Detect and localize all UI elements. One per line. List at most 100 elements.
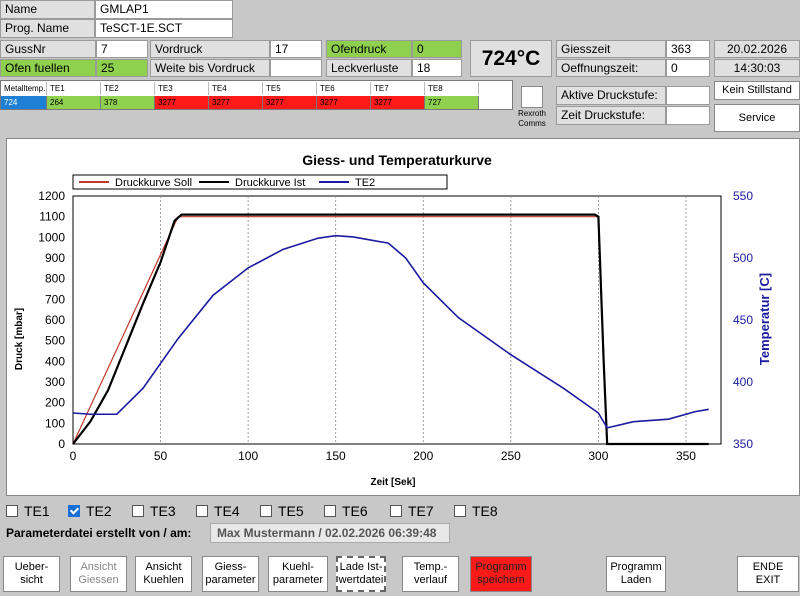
checkbox-box-icon[interactable] [260, 505, 272, 517]
y2-tick-label: 400 [733, 375, 753, 389]
checkbox-te6[interactable]: TE6 [324, 502, 368, 520]
checkbox-te7[interactable]: TE7 [390, 502, 434, 520]
checkbox-te2[interactable]: TE2 [68, 502, 112, 520]
te-value-4: 3277 [209, 96, 263, 109]
time-display: 14:30:03 [714, 59, 800, 77]
checkbox-box-icon[interactable] [68, 505, 80, 517]
checkbox-box-icon[interactable] [390, 505, 402, 517]
checkbox-label: TE2 [86, 503, 112, 519]
y-tick-label: 1200 [38, 189, 65, 203]
ansicht-giessen-button[interactable]: Ansicht Giessen [70, 556, 127, 592]
ofen-fuellen-label: Ofen fuellen [0, 59, 96, 77]
te-header-7: TE7 [371, 82, 425, 95]
x-axis-label: Zeit [Sek] [370, 477, 415, 488]
aktive-druckstufe-value [666, 86, 710, 105]
temperature-display: 724°C [470, 40, 552, 77]
uebersicht-button[interactable]: Ueber- sicht [3, 556, 60, 592]
legend-label-0: Druckkurve Soll [115, 177, 192, 189]
vordruck-value: 17 [270, 40, 322, 58]
weite-value [270, 59, 322, 77]
temp-verlauf-button[interactable]: Temp.- verlauf [402, 556, 459, 592]
te-value-0: 724 [1, 96, 47, 109]
vordruck-label: Vordruck [150, 40, 270, 58]
series-line-0 [72, 216, 709, 445]
lade-istwertdatei-button[interactable]: Lade Ist- wertdatei [336, 556, 386, 592]
chart-title: Giess- und Temperaturkurve [302, 152, 492, 168]
x-tick-label: 300 [588, 449, 608, 463]
gussnr-label: GussNr [0, 40, 96, 58]
giessparameter-button[interactable]: Giess- parameter [202, 556, 259, 592]
y2-axis-label: Temperatur [C] [757, 273, 772, 365]
y-tick-label: 500 [45, 334, 65, 348]
paramfile-label: Parameterdatei erstellt von / am: [6, 526, 192, 540]
y-tick-label: 400 [45, 354, 65, 368]
programm-laden-button[interactable]: Programm Laden [606, 556, 666, 592]
te-header-3: TE3 [155, 82, 209, 95]
plot-area [72, 195, 722, 445]
checkbox-te1[interactable]: TE1 [6, 502, 50, 520]
ofen-fuellen-value: 25 [96, 59, 148, 77]
oeffnungszeit-label: Oeffnungszeit: [556, 59, 666, 77]
te-value-6: 3277 [317, 96, 371, 109]
y2-tick-label: 350 [733, 437, 753, 451]
x-tick-label: 150 [326, 449, 346, 463]
service-button[interactable]: Service [714, 104, 800, 132]
checkbox-label: TE5 [278, 503, 304, 519]
checkbox-te5[interactable]: TE5 [260, 502, 304, 520]
ende-exit-button[interactable]: ENDE EXIT [737, 556, 799, 592]
gussnr-value: 7 [96, 40, 148, 58]
zeit-druckstufe-value [666, 106, 710, 125]
x-tick-label: 50 [154, 449, 168, 463]
chart-panel: Giess- und Temperaturkurve 0 50 100 150 200 2… [6, 138, 800, 496]
paramfile-value: Max Mustermann / 02.02.2026 06:39:48 [210, 523, 450, 543]
y-tick-label: 900 [45, 251, 65, 265]
weite-label: Weite bis Vordruck [150, 59, 270, 77]
x-tick-label: 200 [413, 449, 433, 463]
checkbox-box-icon[interactable] [196, 505, 208, 517]
rexroth-label: Rexroth Comms [517, 109, 546, 128]
y-tick-label: 700 [45, 292, 65, 306]
zeit-druckstufe-label: Zeit Druckstufe: [556, 106, 666, 125]
y-tick-label: 800 [45, 272, 65, 286]
date-display: 20.02.2026 [714, 40, 800, 58]
checkbox-te8[interactable]: TE8 [454, 502, 498, 520]
giesszeit-value: 363 [666, 40, 710, 58]
x-tick-label: 0 [70, 449, 77, 463]
checkbox-te4[interactable]: TE4 [196, 502, 240, 520]
legend-box [72, 174, 448, 190]
leckverluste-label: Leckverluste [326, 59, 412, 77]
legend-label-1: Druckkurve Ist [235, 177, 305, 189]
x-tick-label: 250 [501, 449, 521, 463]
te-header-1: TE1 [47, 82, 101, 95]
prog-value: TeSCT-1E.SCT [95, 19, 233, 38]
te-value-2: 378 [101, 96, 155, 109]
legend-label-2: TE2 [355, 177, 375, 189]
giess-temperatur-chart: Giess- und Temperaturkurve 0 50 100 150 200 2… [14, 152, 772, 488]
checkbox-box-icon[interactable] [6, 505, 18, 517]
y-tick-label: 600 [45, 313, 65, 327]
ansicht-kuehlen-button[interactable]: Ansicht Kuehlen [135, 556, 192, 592]
programm-speichern-button[interactable]: Programm speichern [470, 556, 532, 592]
kuehlparameter-button[interactable]: Kuehl- parameter [268, 556, 328, 592]
checkbox-te3[interactable]: TE3 [132, 502, 176, 520]
te-header-8: TE8 [425, 82, 479, 95]
rexroth-indicator [521, 86, 543, 108]
giesszeit-label: Giesszeit [556, 40, 666, 58]
kein-stillstand-button[interactable]: Kein Stillstand [714, 81, 800, 100]
checkbox-box-icon[interactable] [324, 505, 336, 517]
name-value: GMLAP1 [95, 0, 233, 19]
y2-tick-label: 450 [733, 313, 753, 327]
checkbox-label: TE6 [342, 503, 368, 519]
y2-tick-label: 550 [733, 189, 753, 203]
te-value-5: 3277 [263, 96, 317, 109]
te-header-0: Metalltemp. [1, 82, 47, 95]
checkbox-box-icon[interactable] [132, 505, 144, 517]
y-tick-label: 1100 [39, 210, 65, 224]
checkbox-box-icon[interactable] [454, 505, 466, 517]
series-line-1 [72, 213, 709, 446]
y-tick-label: 300 [45, 375, 65, 389]
checkbox-label: TE4 [214, 503, 240, 519]
te-header-6: TE6 [317, 82, 371, 95]
checkbox-label: TE1 [24, 503, 50, 519]
oeffnungszeit-value: 0 [666, 59, 710, 77]
